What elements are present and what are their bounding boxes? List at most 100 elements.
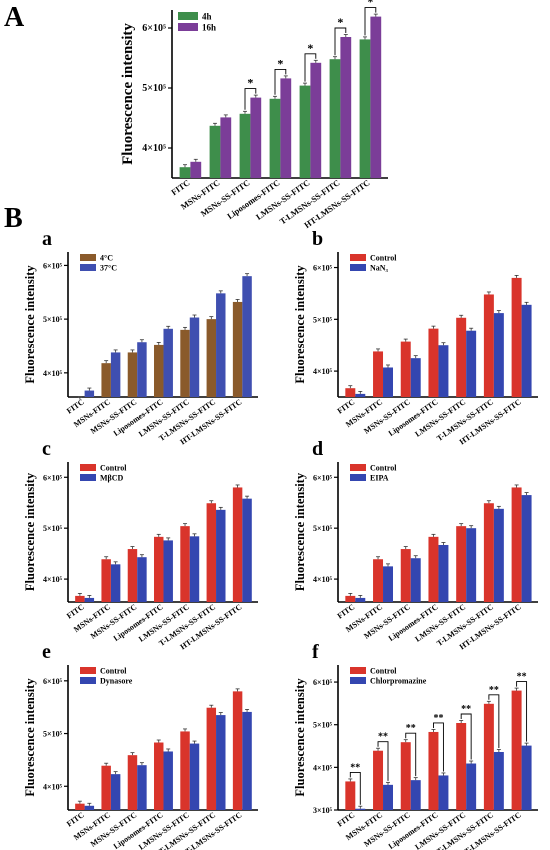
bar-c-s1-5	[206, 503, 217, 602]
bar-A-s2-5	[340, 37, 352, 178]
x-tick-label: FITC	[65, 397, 86, 415]
bar-c-s2-1	[110, 564, 121, 602]
legend-swatch	[350, 254, 366, 261]
y-axis-label: Fluorescence intensity	[23, 265, 37, 384]
panel-label-d: d	[312, 438, 323, 460]
significance-bracket	[433, 722, 444, 772]
bar-a-s1-3	[154, 344, 164, 397]
bar-e-s2-5	[216, 715, 226, 810]
bar-d-s2-5	[493, 508, 504, 602]
bar-b-s1-0	[345, 388, 356, 397]
y-tick-label: 4×10⁵	[43, 782, 63, 791]
significance-label: *	[277, 56, 283, 70]
y-axis-label: Fluorescence intensity	[120, 23, 136, 165]
legend-swatch	[80, 264, 96, 271]
bar-A-s1-6	[359, 39, 371, 179]
bar-a-s2-1	[110, 352, 121, 397]
y-axis-label: Fluorescence intensity	[293, 472, 307, 591]
legend-swatch	[178, 23, 198, 31]
bar-A-s2-4	[310, 62, 322, 178]
bar-a-s2-0	[84, 390, 95, 397]
y-tick-label: 5×10⁵	[142, 83, 166, 94]
significance-bracket	[377, 741, 389, 781]
bar-a-s2-4	[189, 317, 200, 397]
bar-e-s1-1	[101, 765, 111, 810]
bar-b-s2-4	[466, 330, 477, 397]
y-tick-label: 4×10⁵	[313, 763, 333, 772]
bar-f-s1-5	[483, 703, 494, 810]
panel-label-A: A	[4, 2, 25, 33]
x-tick-label: FITC	[65, 602, 86, 620]
significance-bracket	[460, 713, 472, 760]
bar-f-s2-6	[521, 745, 532, 810]
bar-c-s2-4	[189, 536, 200, 602]
bar-A-s1-5	[329, 59, 341, 179]
bar-f-s2-5	[493, 752, 504, 810]
bar-A-s1-3	[269, 98, 281, 178]
y-tick-label: 5×10⁵	[43, 524, 63, 533]
significance-bracket	[488, 694, 500, 748]
bar-A-s1-1	[209, 125, 221, 178]
y-tick-label: 6×10⁵	[43, 677, 63, 686]
y-axis-label: Fluorescence intensity	[293, 678, 307, 797]
x-tick-label: FITC	[169, 177, 191, 197]
y-tick-label: 5×10⁵	[43, 315, 63, 324]
bar-a-s1-4	[180, 329, 190, 397]
bar-a-s1-5	[206, 319, 217, 397]
y-tick-label: 4×10⁵	[142, 143, 166, 154]
legend-label: EIPA	[370, 474, 389, 483]
legend-swatch	[350, 677, 366, 684]
bar-c-s2-2	[137, 557, 147, 602]
panel-label-c: c	[42, 438, 51, 460]
legend-label: 4°C	[100, 254, 113, 263]
bar-d-s2-6	[521, 495, 532, 602]
y-tick-label: 3×10⁵	[313, 806, 333, 815]
y-tick-label: 4×10⁵	[43, 369, 63, 378]
y-tick-label: 4×10⁵	[313, 575, 333, 584]
significance-bracket	[364, 7, 377, 36]
bar-e-s1-3	[154, 742, 164, 810]
bar-a-s1-6	[232, 301, 243, 397]
bar-A-s2-6	[370, 16, 382, 178]
legend-swatch	[80, 677, 96, 684]
bar-a-s2-5	[216, 293, 226, 397]
chart-panel-d: d 4×10⁵ 5×10⁵ 6×10⁵ Fluorescence intensity FI…	[293, 438, 538, 652]
chart-panel-f: f 3×10⁵ 4×10⁵ 5×10⁵ 6×10⁵ Fluorescence intens…	[293, 641, 538, 850]
bar-a-s2-2	[137, 342, 147, 397]
bar-f-s2-3	[438, 775, 449, 810]
panel-label-a: a	[42, 228, 52, 250]
bar-c-s2-6	[242, 498, 252, 602]
bar-c-s1-6	[232, 487, 243, 602]
panel-label-e: e	[42, 641, 51, 663]
chart-panel-b: b 4×10⁵ 5×10⁵ 6×10⁵ Fluorescence intensity FI…	[293, 228, 538, 447]
bar-e-s2-4	[189, 743, 200, 810]
panel-label-f: f	[312, 641, 319, 663]
panel-label-B: B	[4, 203, 23, 234]
significance-label: **	[350, 762, 360, 773]
bar-e-s2-3	[163, 751, 173, 810]
bar-e-s2-1	[110, 774, 121, 810]
y-tick-label: 4×10⁵	[43, 575, 63, 584]
bar-c-s2-5	[216, 509, 226, 602]
legend-label: 37°C	[100, 264, 117, 273]
bar-A-s2-2	[250, 97, 262, 178]
bar-b-s1-1	[373, 351, 384, 397]
bar-e-s2-6	[242, 711, 252, 810]
y-tick-label: 5×10⁵	[313, 721, 333, 730]
y-tick-label: 6×10⁵	[313, 473, 333, 482]
significance-label: **	[433, 713, 443, 724]
x-tick-label: FITC	[336, 810, 357, 828]
bar-b-s1-5	[483, 294, 494, 397]
legend-swatch	[350, 264, 366, 271]
bar-f-s1-2	[400, 742, 411, 810]
bar-A-s1-2	[239, 113, 251, 178]
y-tick-label: 5×10⁵	[313, 315, 333, 324]
legend-swatch	[80, 474, 96, 481]
y-axis-label: Fluorescence intensity	[23, 678, 37, 797]
bar-a-s2-6	[242, 276, 252, 397]
legend-label: Control	[370, 667, 397, 676]
bar-b-s2-6	[521, 304, 532, 397]
bar-f-s2-2	[410, 780, 421, 810]
legend-label: Control	[100, 464, 127, 473]
bar-e-s1-6	[232, 691, 243, 810]
